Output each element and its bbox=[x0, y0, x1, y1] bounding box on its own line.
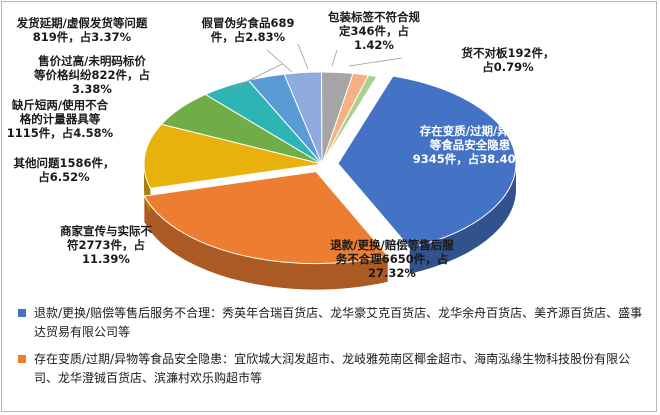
slice-label: 存在变质/过期/异物 等食品安全隐患 9345件，占38.40% bbox=[413, 124, 527, 166]
slice-label-line: 退款/更换/赔偿等售后服 bbox=[330, 238, 454, 252]
note-text: 存在变质/过期/异物等食品安全隐患：宜欣城大润发超市、龙岐雅苑南区椰金超市、海南… bbox=[34, 352, 631, 385]
slice-label-line: 商家宣传与实际不 bbox=[60, 224, 152, 238]
note-marker bbox=[18, 355, 26, 363]
slice-label: 货不对板192件， 占0.79% bbox=[461, 46, 554, 74]
slice-label: 其他问题1586件， 占6.52% bbox=[13, 156, 114, 184]
slice-label-line: 包装标签不符合规 bbox=[328, 10, 420, 24]
slice-label: 假冒伪劣食品689 件，占2.83% bbox=[201, 16, 294, 44]
slice-label-line: 件，占2.83% bbox=[210, 30, 286, 44]
slice-label: 缺斤短两/使用不合 格的计量器具等 1115件，占4.58% bbox=[7, 98, 113, 140]
leader-line bbox=[348, 57, 403, 67]
pie-slice bbox=[321, 74, 378, 165]
slice-label-line: 假冒伪劣食品689 bbox=[201, 16, 295, 30]
slice-label-line: 819件，占3.37% bbox=[32, 30, 132, 44]
slice-label-line: 等价格纠纷822件，占 bbox=[33, 68, 151, 82]
slice-label-line: 务不合理6650件，占 bbox=[335, 252, 449, 266]
slice-label-line: 售价过高/未明码标价 bbox=[38, 54, 146, 68]
slice-label-line: 定346件，占 bbox=[338, 24, 409, 38]
slice-label-line: 其他问题1586件， bbox=[13, 156, 115, 170]
slice-label-line: 占0.79% bbox=[482, 60, 534, 74]
slice-label-line: 缺斤短两/使用不合 bbox=[11, 98, 109, 112]
slice-label: 包装标签不符合规 定346件，占 1.42% bbox=[328, 10, 420, 52]
slice-label: 商家宣传与实际不 符2773件，占 11.39% bbox=[60, 224, 152, 266]
note-marker bbox=[18, 309, 26, 317]
slice-label-line: 1.42% bbox=[354, 38, 394, 52]
note-text: 退款/更换/赔偿等售后服务不合理：秀英年合瑞百货店、龙华豪艾克百货店、龙华余舟百… bbox=[34, 306, 643, 339]
slice-label: 发货延期/虚假发货等问题 819件，占3.37% bbox=[17, 16, 148, 44]
slice-side bbox=[409, 163, 516, 274]
pie-chart bbox=[143, 43, 517, 290]
leader-line bbox=[266, 49, 293, 73]
slice-label-line: 货不对板192件， bbox=[461, 46, 555, 60]
notes: 退款/更换/赔偿等售后服务不合理：秀英年合瑞百货店、龙华豪艾克百货店、龙华余舟百… bbox=[16, 304, 648, 396]
slice-label-line: 格的计量器具等 bbox=[19, 112, 101, 126]
leader-line bbox=[297, 43, 309, 70]
leader-line bbox=[331, 49, 338, 67]
slice-label: 退款/更换/赔偿等售后服 务不合理6650件，占 27.32% bbox=[330, 238, 453, 280]
pie-slice bbox=[337, 75, 517, 249]
slice-label-line: 9345件，占38.40% bbox=[412, 152, 528, 166]
slice-label-line: 11.39% bbox=[82, 252, 130, 266]
pie-slice bbox=[143, 171, 389, 265]
slice-label-line: 27.32% bbox=[368, 266, 416, 280]
slice-label-line: 发货延期/虚假发货等问题 bbox=[16, 16, 148, 30]
slice-label-line: 等食品安全隐患 bbox=[429, 138, 511, 152]
pie-slice bbox=[143, 123, 323, 189]
slice-side bbox=[144, 196, 388, 290]
slice-label-line: 3.38% bbox=[72, 82, 112, 96]
slice-label-line: 占6.52% bbox=[38, 170, 90, 184]
slice-label: 售价过高/未明码标价 等价格纠纷822件，占 3.38% bbox=[34, 54, 150, 96]
note-after-sales: 退款/更换/赔偿等售后服务不合理：秀英年合瑞百货店、龙华豪艾克百货店、龙华余舟百… bbox=[16, 304, 648, 342]
slice-label-line: 1115件，占4.58% bbox=[6, 126, 114, 140]
note-food-safety: 存在变质/过期/异物等食品安全隐患：宜欣城大润发超市、龙岐雅苑南区椰金超市、海南… bbox=[16, 350, 648, 388]
leader-line bbox=[229, 63, 283, 91]
slice-label-line: 符2773件，占 bbox=[66, 238, 145, 252]
slice-label-line: 存在变质/过期/异物 bbox=[419, 124, 521, 138]
